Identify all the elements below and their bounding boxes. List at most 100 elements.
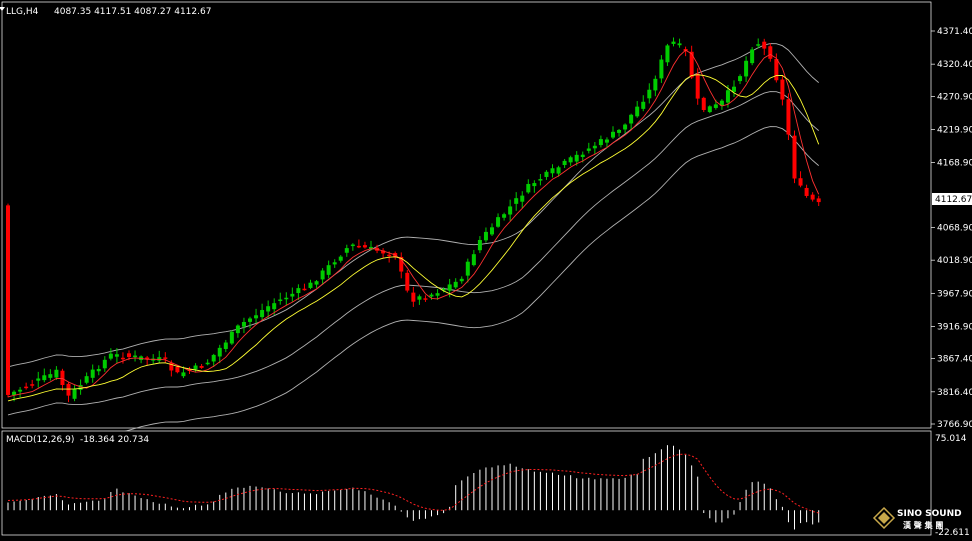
candle-40: [248, 316, 252, 329]
candle-body-115: [701, 97, 706, 110]
candle-46: [284, 292, 289, 305]
candle-body-1: [12, 391, 17, 396]
candle-7: [48, 369, 53, 381]
candle-body-125: [762, 41, 767, 49]
candle-body-110: [671, 41, 676, 44]
candle-82: [502, 212, 507, 221]
ma-slow-line: [7, 74, 820, 402]
candle-86: [526, 179, 531, 194]
candle-body-33: [205, 362, 210, 365]
candle-103: [629, 113, 634, 130]
candle-79: [483, 227, 488, 243]
candle-43: [266, 300, 271, 318]
candle-100: [611, 126, 615, 139]
candles[interactable]: [6, 37, 821, 403]
candle-body-32: [199, 365, 204, 368]
price-tick-label-6: 4018.90: [937, 256, 972, 266]
candle-78: [477, 236, 482, 254]
candle-body-62: [381, 250, 386, 254]
candle-body-86: [526, 183, 531, 193]
candle-113: [689, 45, 694, 79]
candle-body-116: [707, 106, 712, 113]
candle-body-26: [163, 357, 168, 359]
candle-body-46: [284, 297, 289, 300]
candle-body-50: [308, 282, 313, 288]
candle-body-56: [344, 248, 349, 253]
candle-body-118: [719, 100, 724, 106]
candle-body-103: [629, 114, 634, 124]
candle-131: [798, 171, 803, 188]
candle-71: [435, 289, 440, 300]
candle-body-75: [459, 278, 464, 282]
candle-body-121: [738, 76, 743, 82]
candle-body-23: [145, 357, 150, 359]
candle-75: [459, 276, 464, 284]
candle-body-47: [290, 293, 295, 297]
candle-123: [750, 47, 755, 66]
title-dropdown-icon[interactable]: [0, 7, 5, 11]
candle-body-12: [78, 385, 83, 390]
candle-body-21: [133, 355, 138, 358]
candle-body-0: [6, 205, 10, 395]
candle-101: [617, 128, 622, 137]
candle-body-68: [417, 296, 422, 300]
candle-6: [42, 368, 47, 383]
candle-58: [356, 239, 361, 249]
candle-99: [604, 137, 609, 148]
candle-body-8: [54, 369, 59, 378]
macd-panel[interactable]: MACD(12,26,9) -18.364 20.734: [1, 430, 932, 536]
candle-42: [260, 303, 265, 321]
candle-115: [701, 96, 706, 113]
candle-118: [719, 99, 724, 110]
macd-label: MACD(12,26,9): [6, 435, 74, 445]
candle-50: [308, 279, 313, 290]
candle-body-43: [266, 306, 271, 312]
candle-2: [18, 387, 23, 398]
candle-92: [562, 158, 567, 168]
candle-body-97: [592, 145, 597, 149]
candle-body-3: [24, 386, 29, 389]
candle-body-70: [429, 294, 434, 297]
candle-67: [411, 286, 416, 307]
candle-body-15: [96, 368, 101, 372]
candle-body-129: [786, 99, 791, 135]
price-tick-label-9: 3867.40: [937, 355, 972, 365]
candle-body-109: [665, 45, 670, 63]
candle-body-59: [362, 245, 367, 248]
candle-14: [90, 364, 95, 383]
candle-33: [205, 359, 210, 366]
candle-body-53: [326, 265, 331, 275]
price-axis: 4371.40 4320.40 4270.90 4219.90 4168.90 4068.…: [931, 27, 972, 430]
candle-body-78: [477, 239, 482, 251]
candle-body-131: [798, 178, 803, 186]
logo-name: SINO SOUND: [897, 509, 962, 519]
price-tick-label-0: 4371.40: [937, 27, 972, 37]
candle-122: [744, 56, 749, 83]
candle-76: [465, 258, 470, 283]
candle-132: [804, 184, 809, 198]
ma-fast-line: [7, 49, 820, 398]
candle-26: [163, 352, 168, 363]
price-tick-label-1: 4320.40: [937, 60, 972, 70]
candle-62: [381, 248, 386, 259]
price-panel[interactable]: LLG,H4 4087.35 4117.51 4087.27 4112.67: [0, 1, 932, 451]
candle-body-17: [108, 353, 113, 359]
candle-body-16: [102, 359, 107, 369]
candle-55: [338, 255, 343, 263]
candle-body-105: [641, 101, 646, 109]
candle-130: [792, 130, 797, 184]
candle-57: [350, 243, 355, 251]
candle-body-104: [635, 106, 640, 117]
candle-body-27: [169, 362, 174, 371]
chart-ohlc-values: 4087.35 4117.51 4087.27 4112.67: [54, 7, 211, 17]
candle-102: [623, 123, 628, 134]
candle-body-13: [84, 376, 89, 383]
candle-body-120: [732, 86, 736, 92]
candle-body-123: [750, 49, 755, 64]
candle-body-11: [72, 388, 77, 399]
candle-body-19: [120, 357, 125, 360]
candle-5: [36, 371, 41, 388]
candle-94: [574, 151, 579, 166]
candle-56: [344, 244, 349, 257]
